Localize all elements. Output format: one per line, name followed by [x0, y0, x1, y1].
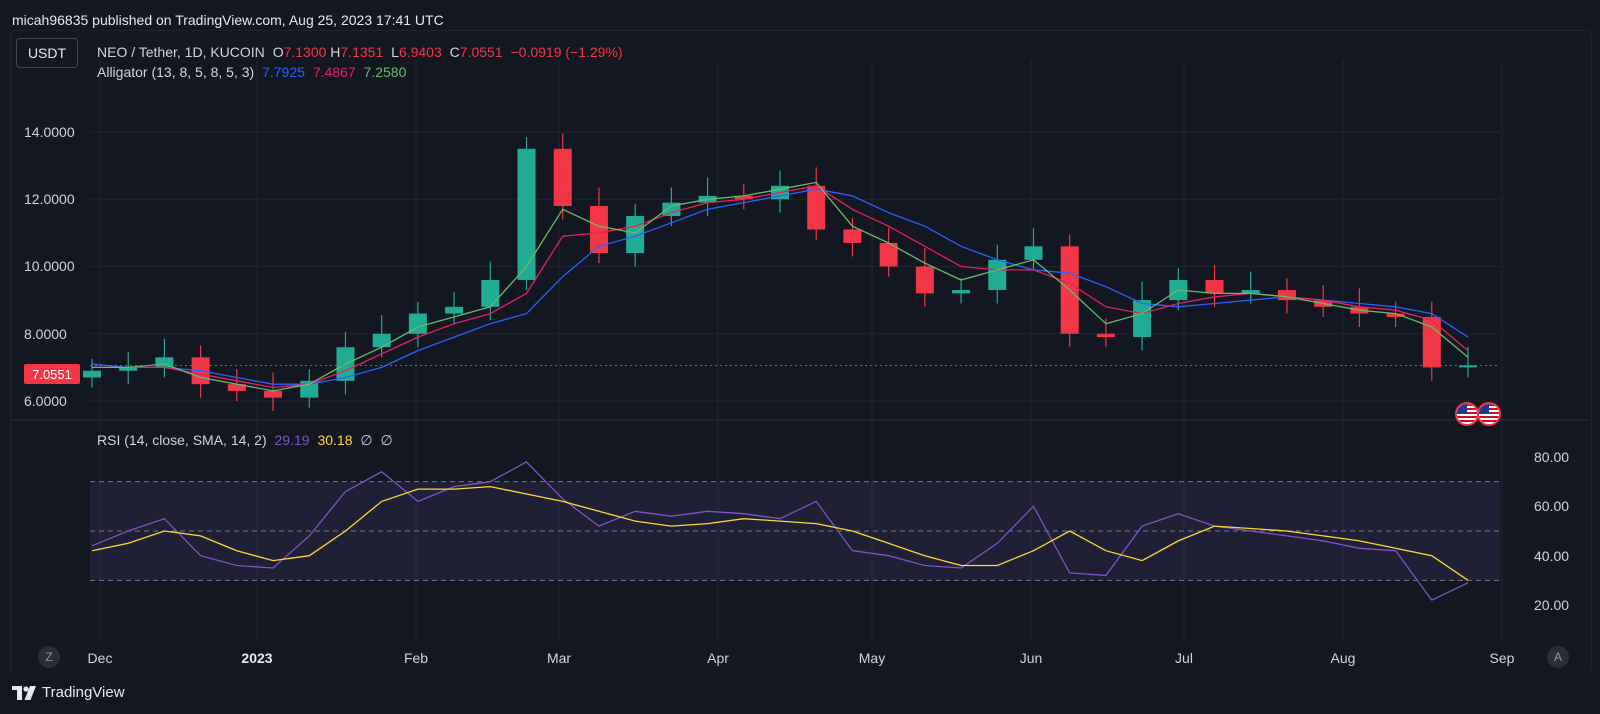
candle-body: [952, 290, 971, 294]
time-axis-label: Jun: [1019, 650, 1043, 666]
candle-body: [1205, 279, 1224, 294]
rsi-axis-label: 60.00: [1534, 498, 1570, 514]
alligator-label[interactable]: Alligator (13, 8, 5, 8, 5, 3): [97, 64, 255, 80]
candle-body: [807, 185, 826, 230]
change-value: −0.0919 (−1.29%): [510, 44, 623, 60]
publisher-line: micah96835 published on TradingView.com,…: [12, 12, 444, 28]
time-axis-label: Apr: [707, 650, 729, 666]
tradingview-logo[interactable]: TradingView: [12, 684, 125, 701]
candle-body: [481, 279, 500, 307]
alligator-jaw-line: [91, 188, 1469, 385]
candle-body: [1096, 333, 1115, 338]
candle-body: [445, 306, 464, 314]
zoom-button[interactable]: Z: [38, 646, 60, 668]
alligator-lips-value: 7.2580: [363, 64, 407, 80]
rsi-legend[interactable]: RSI (14, close, SMA, 14, 2) 29.19 30.18 …: [97, 432, 397, 449]
brand-name: TradingView: [42, 684, 125, 701]
candle-body: [408, 313, 427, 334]
candle-body: [1133, 300, 1152, 338]
candle-body: [988, 259, 1007, 291]
time-axis-label: Mar: [546, 650, 572, 666]
rsi-null-2: ∅: [380, 432, 393, 448]
publish-header: micah96835 published on TradingView.com,…: [0, 0, 1600, 40]
symbol-name[interactable]: NEO / Tether, 1D, KUCOIN: [97, 44, 265, 60]
low-label: L: [391, 44, 399, 60]
low-value: 6.9403: [398, 44, 442, 60]
time-axis-label: Aug: [1330, 650, 1356, 666]
candle-body: [119, 367, 138, 371]
last-price-tag: 7.0551: [24, 364, 80, 384]
alligator-teeth-line: [92, 185, 1469, 389]
rsi-value: 29.19: [274, 432, 310, 448]
symbol-legend[interactable]: NEO / Tether, 1D, KUCOIN O7.1300 H7.1351…: [97, 44, 627, 60]
footer: TradingView: [0, 672, 1600, 714]
price-axis-label: 12.0000: [24, 191, 75, 207]
rsi-axis-label: 40.00: [1534, 548, 1570, 564]
candle-body: [372, 333, 391, 348]
price-axis-label: 14.0000: [24, 124, 75, 140]
rsi-null-1: ∅: [360, 432, 373, 448]
rsi-axis-label: 80.00: [1534, 449, 1570, 465]
time-axis-label: Jul: [1175, 650, 1193, 666]
time-axis-label: Sep: [1489, 650, 1515, 666]
candle-body: [1459, 365, 1477, 368]
alligator-teeth-value: 7.4867: [312, 64, 356, 80]
close-label: C: [449, 44, 460, 60]
time-axis-label: Feb: [403, 650, 429, 666]
rsi-axis-label: 20.00: [1534, 597, 1570, 613]
price-axis-label: 8.0000: [24, 326, 67, 342]
time-axis-label: Dec: [87, 650, 113, 666]
price-axis-label: 10.0000: [24, 258, 75, 274]
alligator-lips-line: [92, 181, 1469, 392]
candle-body: [553, 148, 572, 206]
open-value: 7.1300: [283, 44, 327, 60]
candle-body: [83, 370, 101, 378]
time-axis-label: May: [858, 650, 886, 666]
rsi-rsi-line: [91, 461, 1469, 601]
candle-body: [517, 148, 536, 280]
rsi-sma-line: [91, 485, 1469, 581]
tradingview-logo-icon: [12, 685, 36, 700]
rsi-label[interactable]: RSI (14, close, SMA, 14, 2): [97, 432, 267, 448]
auto-scale-button[interactable]: A: [1547, 646, 1569, 668]
candle-body: [1241, 290, 1260, 294]
candle-body: [1386, 313, 1405, 317]
candle-body: [1024, 246, 1043, 260]
candle-body: [662, 202, 681, 217]
currency-button[interactable]: USDT: [16, 38, 78, 68]
candle-body: [879, 242, 898, 267]
high-label: H: [330, 44, 341, 60]
candle-body: [589, 205, 608, 254]
us-flag-event-icon[interactable]: [1455, 402, 1479, 426]
candle-body: [227, 384, 246, 391]
us-flag-event-icon[interactable]: [1477, 402, 1501, 426]
high-value: 7.1351: [340, 44, 384, 60]
candle-body: [155, 357, 174, 368]
price-axis-label: 6.0000: [24, 393, 67, 409]
candle-body: [264, 390, 283, 398]
rsi-sma-value: 30.18: [317, 432, 353, 448]
candle-body: [915, 266, 934, 294]
alligator-jaw-value: 7.7925: [262, 64, 305, 80]
candle-body: [734, 195, 753, 200]
close-value: 7.0551: [459, 44, 503, 60]
time-axis-label: 2023: [241, 650, 273, 666]
alligator-legend[interactable]: Alligator (13, 8, 5, 8, 5, 3) 7.7925 7.4…: [97, 64, 410, 80]
candle-body: [626, 216, 645, 254]
candle-body: [1277, 290, 1296, 301]
open-label: O: [272, 44, 284, 60]
candle-body: [843, 229, 862, 243]
candle-body: [1422, 316, 1441, 368]
